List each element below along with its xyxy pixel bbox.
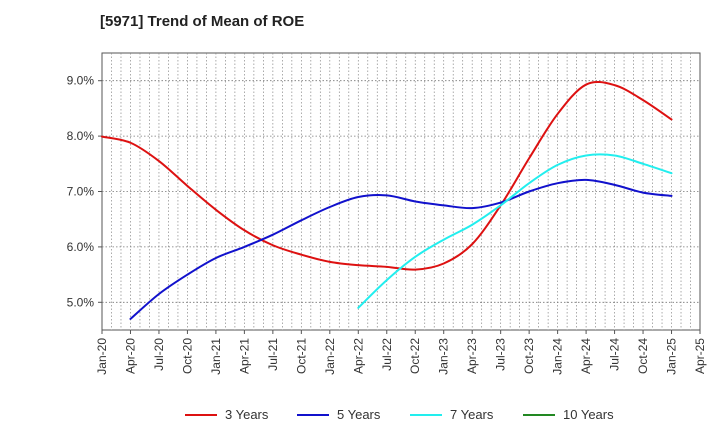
x-tick-label: Apr-20 [123,338,137,374]
x-tick-label: Oct-23 [522,338,536,374]
series-line-5-years [129,178,673,320]
x-tick-label: Oct-21 [294,338,308,374]
x-tick-label: Jul-21 [266,338,280,371]
x-tick-label: Jan-22 [323,338,337,375]
chart-title: [5971] Trend of Mean of ROE [100,13,305,30]
series-line-7-years [357,153,673,309]
y-tick-label: 5.0% [67,295,95,309]
x-tick-label: Jan-23 [437,338,451,375]
legend-label: 10 Years [563,407,614,422]
x-tick-label: Apr-22 [351,338,365,374]
x-tick-label: Apr-24 [579,338,593,374]
y-tick-label: 6.0% [67,240,95,254]
legend-label: 3 Years [225,407,269,422]
x-tick-label: Oct-24 [636,338,650,374]
x-tick-label: Apr-21 [237,338,251,374]
axis-layer: 5.0% 6.0% 7.0% 8.0% 9.0% Jan-20 Apr-20 Jul-20 Oc… [67,74,707,375]
legend-label: 7 Years [450,407,494,422]
legend: 3 Years 5 Years 7 Years 10 Years [185,407,614,422]
x-tick-label: Apr-23 [465,338,479,374]
y-tick-label: 8.0% [67,129,95,143]
x-tick-label: Jul-20 [152,338,166,371]
x-tick-label: Jan-20 [95,338,109,375]
x-tick-label: Jul-23 [494,338,508,371]
legend-label: 5 Years [337,407,381,422]
x-tick-label: Jan-25 [665,338,679,375]
x-tick-label: Jan-21 [209,338,223,375]
x-tick-label: Oct-22 [408,338,422,374]
x-tick-label: Jul-24 [608,338,622,371]
x-tick-label: Jul-22 [380,338,394,371]
series-line-3-years [101,80,673,271]
y-tick-label: 7.0% [67,185,95,199]
grid-layer [101,52,701,331]
y-tick-label: 9.0% [67,74,95,88]
x-tick-label: Jan-24 [551,338,565,375]
x-tick-label: Oct-20 [180,338,194,374]
series-layer [101,80,673,320]
x-tick-label: Apr-25 [693,338,707,374]
